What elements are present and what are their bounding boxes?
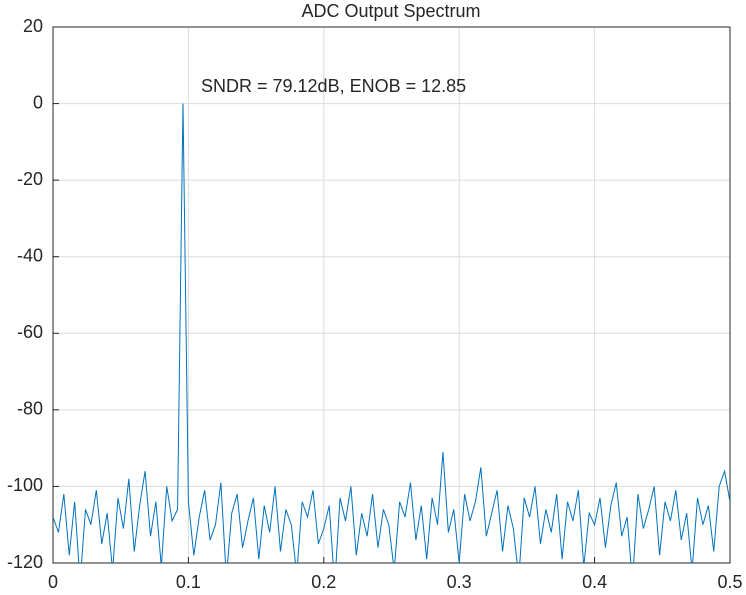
y-tick-label: 0 bbox=[33, 92, 43, 112]
plot-frame bbox=[52, 26, 731, 564]
x-tick-label: 0.4 bbox=[582, 572, 607, 592]
y-tick-label: -40 bbox=[17, 245, 43, 265]
x-tick-label: 0.5 bbox=[717, 572, 742, 592]
y-tick-label: -100 bbox=[7, 475, 43, 495]
x-tick-label: 0.2 bbox=[311, 572, 336, 592]
x-tick-label: 0.3 bbox=[447, 572, 472, 592]
x-tick-label: 0 bbox=[48, 572, 58, 592]
x-tick-label: 0.1 bbox=[176, 572, 201, 592]
y-tick-label: -60 bbox=[17, 322, 43, 342]
y-tick-label: -80 bbox=[17, 399, 43, 419]
spectrum-line bbox=[53, 103, 730, 563]
plot-area bbox=[53, 103, 730, 563]
chart-title: ADC Output Spectrum bbox=[301, 1, 480, 21]
y-tick-label: 20 bbox=[23, 16, 43, 36]
annotation: SNDR = 79.12dB, ENOB = 12.85 bbox=[201, 76, 466, 96]
y-tick-label: -120 bbox=[7, 552, 43, 572]
y-tick-label: -20 bbox=[17, 169, 43, 189]
